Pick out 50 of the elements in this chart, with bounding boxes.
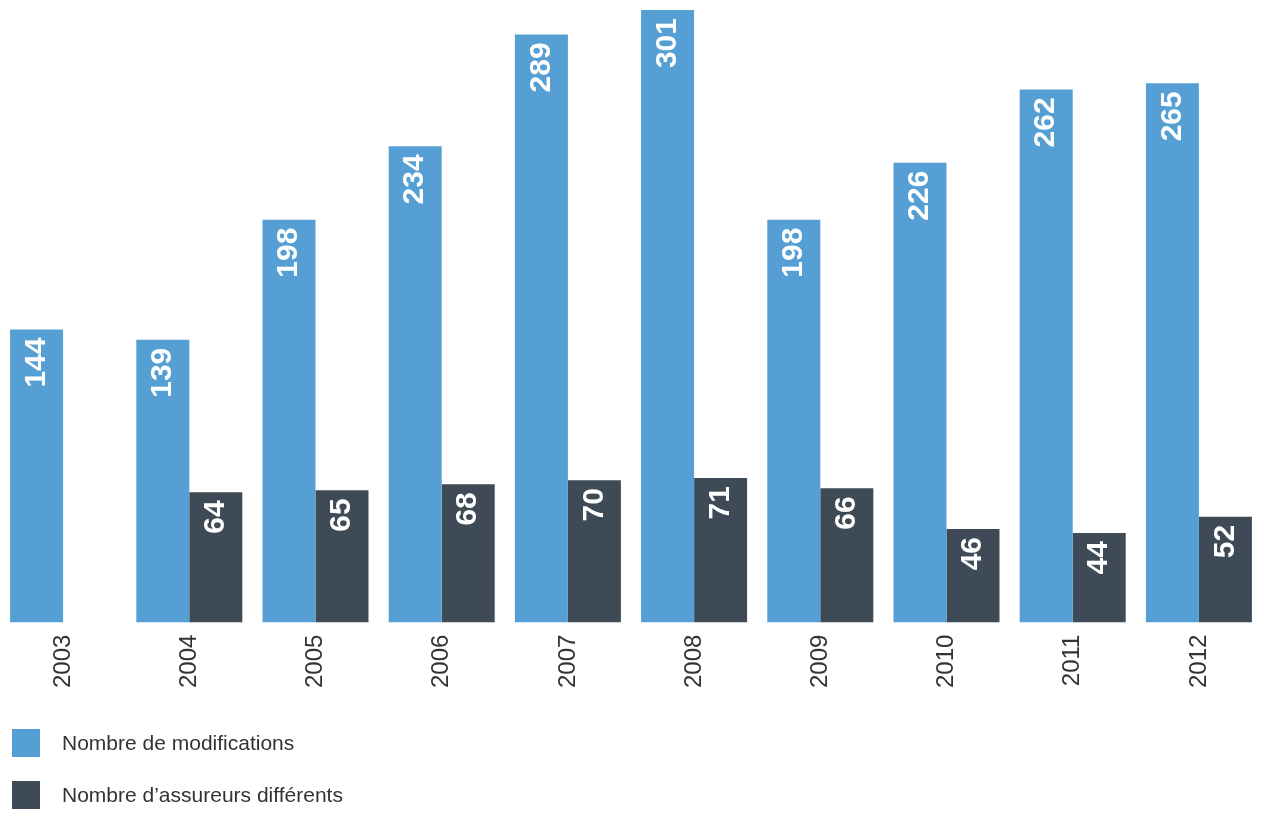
x-tick-label: 2005 bbox=[300, 634, 328, 688]
data-label: 198 bbox=[775, 227, 809, 278]
bar bbox=[388, 146, 442, 623]
data-label: 71 bbox=[701, 486, 735, 520]
x-tick-label: 2008 bbox=[678, 634, 706, 688]
data-label: 66 bbox=[828, 496, 862, 530]
bar bbox=[10, 329, 64, 623]
data-label: 139 bbox=[144, 347, 178, 398]
data-label: 265 bbox=[1153, 91, 1187, 142]
bar bbox=[1145, 83, 1199, 623]
bar bbox=[262, 219, 316, 623]
bar bbox=[441, 484, 495, 623]
bar bbox=[767, 219, 821, 623]
data-label: 65 bbox=[323, 498, 357, 532]
data-label: 226 bbox=[901, 170, 935, 221]
bar bbox=[1072, 533, 1126, 623]
data-label: 68 bbox=[449, 492, 483, 526]
x-tick-label: 2009 bbox=[804, 634, 832, 688]
bar bbox=[893, 162, 947, 623]
legend-label: Nombre de modifications bbox=[62, 731, 295, 755]
x-tick-label: 2010 bbox=[931, 634, 959, 688]
data-label: 289 bbox=[522, 42, 556, 93]
data-label: 52 bbox=[1206, 524, 1240, 559]
bar bbox=[820, 488, 874, 623]
bar bbox=[946, 528, 1000, 623]
data-label: 44 bbox=[1080, 540, 1114, 575]
bar bbox=[567, 480, 621, 623]
bar bbox=[315, 490, 369, 623]
data-label: 64 bbox=[197, 500, 231, 534]
data-label: 70 bbox=[575, 488, 609, 522]
bar bbox=[1019, 89, 1073, 623]
bar bbox=[694, 478, 748, 623]
data-label: 262 bbox=[1027, 97, 1061, 148]
x-tick-label: 2004 bbox=[173, 634, 201, 688]
data-label: 144 bbox=[17, 337, 51, 388]
bar bbox=[189, 492, 243, 623]
data-label: 46 bbox=[954, 536, 988, 571]
data-label: 301 bbox=[648, 18, 682, 69]
bar bbox=[641, 10, 695, 623]
x-tick-label: 2003 bbox=[47, 634, 75, 688]
x-tick-label: 2007 bbox=[552, 634, 580, 688]
x-tick-label: 2006 bbox=[426, 634, 454, 688]
bar bbox=[136, 339, 190, 623]
data-label: 234 bbox=[396, 154, 430, 205]
bar bbox=[514, 34, 568, 623]
data-label: 198 bbox=[270, 227, 304, 278]
x-tick-label: 2011 bbox=[1057, 634, 1085, 687]
legend-label: Nombre d’assureurs différents bbox=[62, 783, 343, 807]
x-tick-label: 2012 bbox=[1183, 634, 1211, 688]
bar bbox=[1198, 516, 1252, 623]
